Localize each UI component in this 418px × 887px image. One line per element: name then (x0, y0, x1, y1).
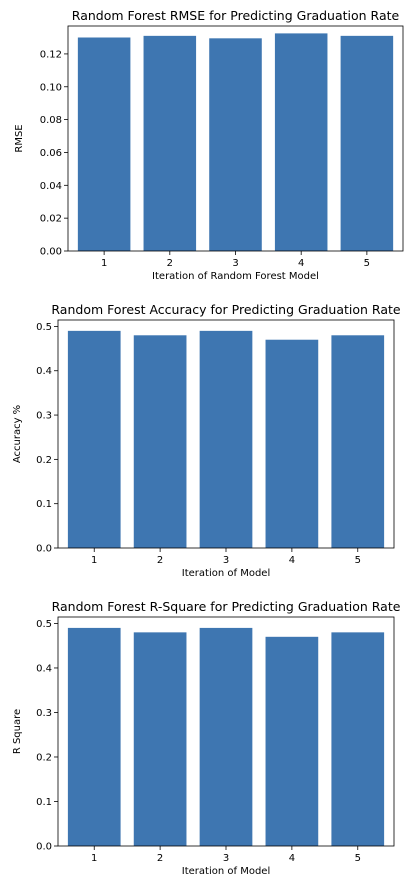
y-tick-label: 0.5 (36, 322, 52, 333)
x-tick-label: 4 (298, 258, 304, 269)
chart-title: Random Forest Accuracy for Predicting Gr… (51, 302, 401, 317)
x-tick-label: 5 (364, 258, 370, 269)
bar-5 (331, 632, 385, 846)
x-tick-label: 1 (91, 853, 97, 864)
y-tick-label: 0.10 (40, 82, 62, 93)
y-tick-label: 0.04 (40, 181, 62, 192)
x-axis-label: Iteration of Random Forest Model (152, 271, 319, 282)
y-tick-label: 0.2 (36, 455, 52, 466)
y-tick-label: 0.4 (36, 366, 52, 377)
x-tick-label: 5 (355, 555, 361, 566)
y-tick-label: 0.08 (40, 115, 62, 126)
y-tick-label: 0.06 (40, 148, 62, 159)
y-tick-label: 0.00 (40, 247, 62, 258)
bar-1 (67, 627, 121, 846)
x-axis-label: Iteration of Model (182, 568, 270, 579)
bar-2 (133, 335, 187, 548)
y-axis-label: Accuracy % (12, 405, 23, 463)
y-tick-label: 0.02 (40, 214, 62, 225)
x-tick-label: 2 (157, 555, 163, 566)
chart-title: Random Forest RMSE for Predicting Gradua… (72, 8, 400, 23)
y-tick-label: 0.5 (36, 619, 52, 630)
x-tick-label: 4 (289, 853, 295, 864)
chart-2: 1 2 3 4 5 0.0 0.1 0.2 0.3 0.4 0.5 Random Forest Acc… (12, 302, 401, 579)
x-tick-label: 2 (167, 258, 173, 269)
bar-2 (133, 632, 187, 846)
x-tick-label: 4 (289, 555, 295, 566)
bar-3 (199, 627, 253, 846)
y-tick-label: 0.0 (36, 544, 52, 555)
x-tick-label: 3 (223, 853, 229, 864)
bar-5 (331, 335, 385, 548)
x-axis-label: Iteration of Model (182, 866, 270, 877)
y-tick-label: 0.3 (36, 708, 52, 719)
bar-3 (209, 38, 262, 251)
x-tick-label: 5 (355, 853, 361, 864)
chart-1: 1 2 3 4 5 0.00 0.02 0.04 0.06 0.08 0.10 0.12 Random … (14, 8, 404, 282)
y-axis-label: RMSE (14, 124, 25, 152)
chart-title: Random Forest R-Square for Predicting Gr… (52, 599, 401, 614)
bar-5 (340, 35, 394, 251)
y-tick-label: 0.0 (36, 842, 52, 853)
y-tick-label: 0.12 (40, 49, 62, 60)
y-tick-label: 0.1 (36, 499, 52, 510)
bar-4 (265, 339, 319, 548)
bar-3 (199, 330, 253, 548)
x-tick-label: 1 (91, 555, 97, 566)
y-tick-label: 0.3 (36, 411, 52, 422)
x-tick-label: 1 (101, 258, 107, 269)
bar-4 (274, 33, 328, 252)
x-tick-label: 3 (232, 258, 238, 269)
bar-1 (77, 37, 131, 251)
bar-4 (265, 636, 319, 846)
bar-2 (143, 35, 197, 251)
x-tick-label: 3 (223, 555, 229, 566)
bar-1 (67, 330, 121, 548)
y-tick-label: 0.4 (36, 663, 52, 674)
y-tick-label: 0.2 (36, 752, 52, 763)
y-axis-label: R Square (12, 709, 23, 754)
y-tick-label: 0.1 (36, 797, 52, 808)
x-tick-label: 2 (157, 853, 163, 864)
